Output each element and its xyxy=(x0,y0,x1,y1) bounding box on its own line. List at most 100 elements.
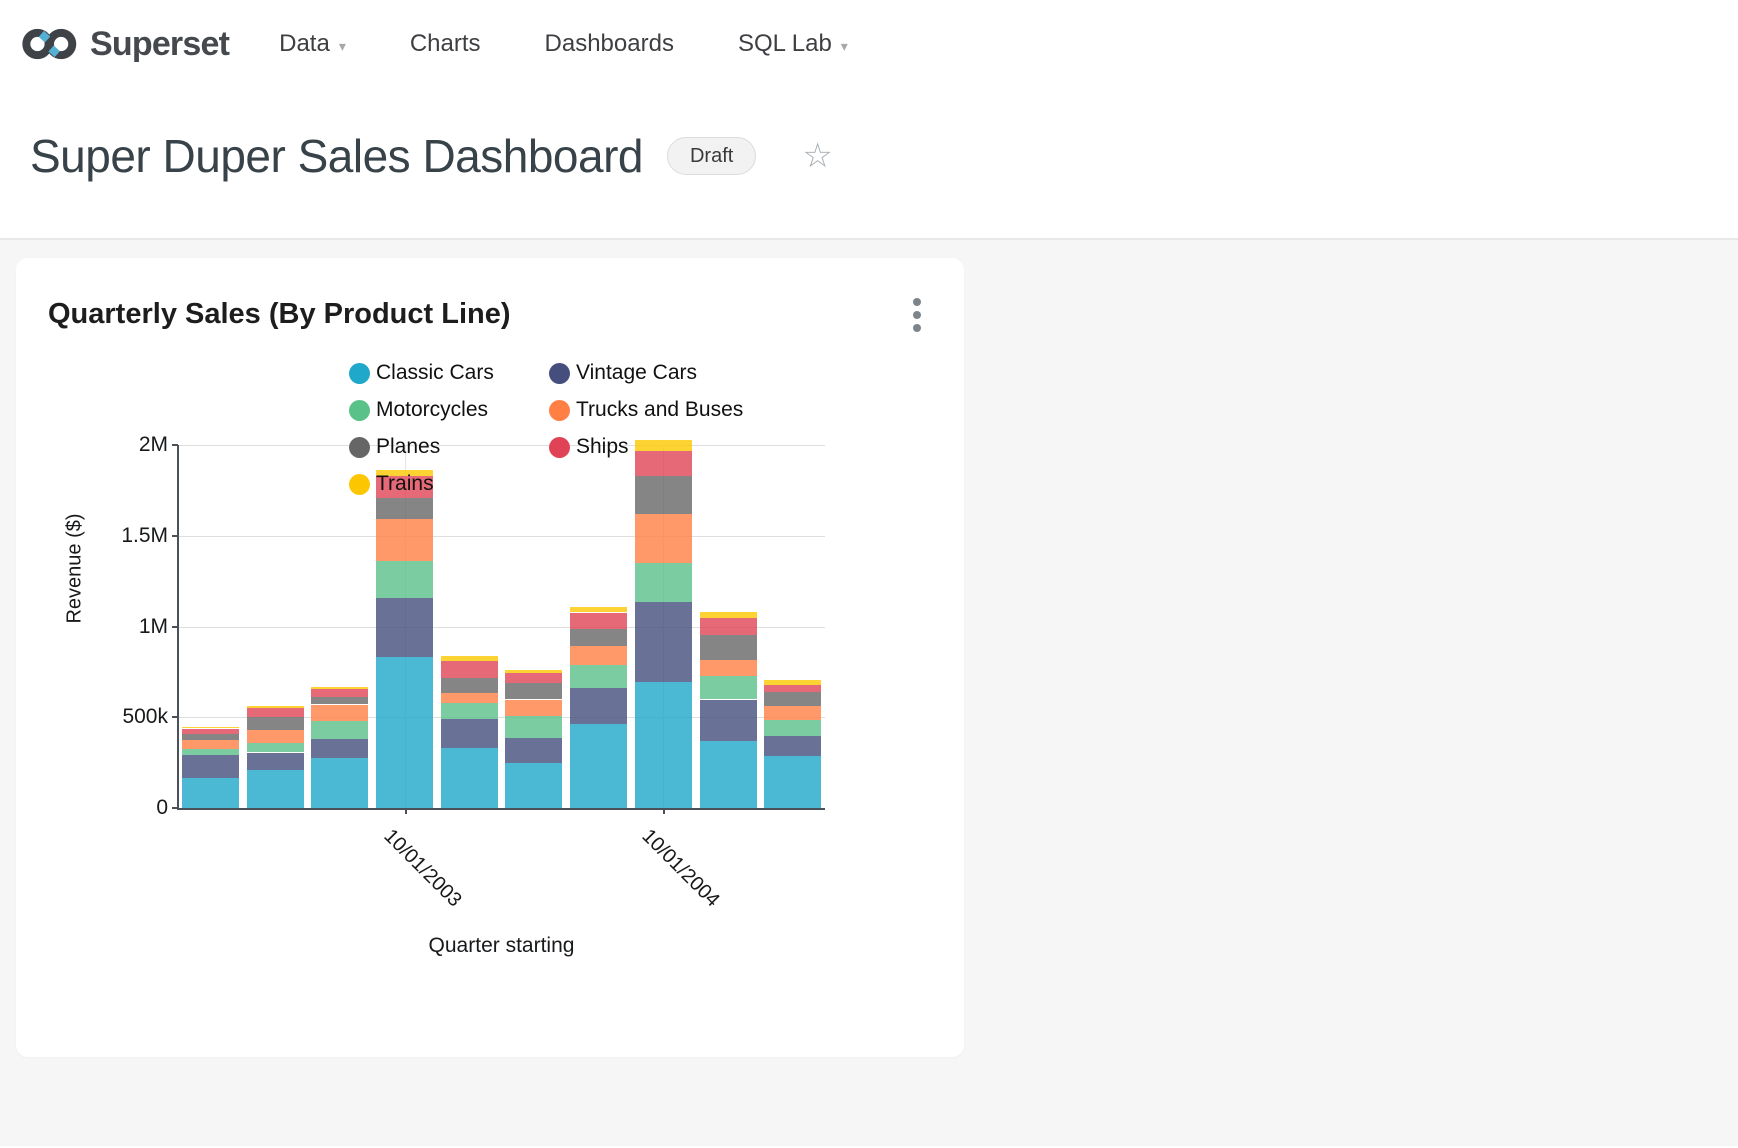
brand-name: Superset xyxy=(90,24,230,63)
bar-segment[interactable] xyxy=(246,743,304,753)
chart-options-menu[interactable] xyxy=(909,294,925,336)
legend-item-motorcycles[interactable]: Motorcycles xyxy=(349,398,488,422)
bar-segment[interactable] xyxy=(311,686,369,690)
legend-item-planes[interactable]: Planes xyxy=(349,435,440,459)
nav-item-sql-lab[interactable]: SQL Lab ▾ xyxy=(737,30,848,57)
bar-segment[interactable] xyxy=(505,763,563,808)
y-gridline xyxy=(178,626,825,628)
legend-swatch xyxy=(349,362,370,384)
legend-swatch xyxy=(549,436,570,458)
bar-segment[interactable] xyxy=(376,657,433,808)
bar-segment[interactable] xyxy=(246,730,304,743)
legend-item-classic-cars[interactable]: Classic Cars xyxy=(349,361,494,385)
y-tick-label: 1.5M xyxy=(121,523,168,547)
bar-segment[interactable] xyxy=(505,670,563,674)
bar-segment[interactable] xyxy=(570,606,628,613)
bar-segment[interactable] xyxy=(246,708,304,717)
y-tick-label: 500k xyxy=(122,705,168,729)
bar-segment[interactable] xyxy=(699,699,757,741)
bar-segment[interactable] xyxy=(505,673,563,683)
nav-item-data[interactable]: Data ▾ xyxy=(279,30,346,57)
bar-segment[interactable] xyxy=(440,677,498,693)
bar-segment[interactable] xyxy=(764,679,822,685)
bar-segment[interactable] xyxy=(440,656,498,662)
bar-segment[interactable] xyxy=(764,706,822,720)
bar-segment[interactable] xyxy=(246,716,304,731)
bar-segment[interactable] xyxy=(634,475,692,515)
bar-segment[interactable] xyxy=(311,721,369,740)
bar-segment[interactable] xyxy=(181,778,239,808)
bar-segment[interactable] xyxy=(764,684,822,693)
bar-segment[interactable] xyxy=(699,618,757,636)
bar-segment[interactable] xyxy=(440,661,498,678)
bar-segment[interactable] xyxy=(181,726,239,729)
bar-segment[interactable] xyxy=(505,682,563,700)
superset-logo[interactable]: Superset xyxy=(18,21,230,67)
bar-segment[interactable] xyxy=(505,716,563,738)
bar-segment[interactable] xyxy=(634,562,692,602)
bar-segment[interactable] xyxy=(699,676,757,700)
bar-segment[interactable] xyxy=(376,469,433,477)
bar-segment[interactable] xyxy=(440,747,498,808)
legend-item-vintage-cars[interactable]: Vintage Cars xyxy=(549,361,697,385)
bar-segment[interactable] xyxy=(311,696,369,705)
bar-segment[interactable] xyxy=(181,740,239,750)
bar-segment[interactable] xyxy=(376,476,433,499)
bar-segment[interactable] xyxy=(634,681,692,808)
page-title[interactable]: Super Duper Sales Dashboard xyxy=(30,130,643,182)
bar-segment[interactable] xyxy=(440,702,498,719)
bar-segment[interactable] xyxy=(181,728,239,734)
bar-segment[interactable] xyxy=(764,692,822,707)
bar-segment[interactable] xyxy=(181,755,239,779)
bar-segment[interactable] xyxy=(570,628,628,646)
bar-segment[interactable] xyxy=(311,704,369,722)
bar-segment[interactable] xyxy=(634,514,692,563)
legend-item-trains[interactable]: Trains xyxy=(349,472,434,496)
bar-segment[interactable] xyxy=(376,498,433,520)
bar-segment[interactable] xyxy=(311,757,369,808)
bar-segment[interactable] xyxy=(181,749,239,756)
bar-segment[interactable] xyxy=(376,519,433,561)
bar-segment[interactable] xyxy=(570,612,628,629)
chevron-down-icon: ▾ xyxy=(840,37,848,54)
bar-segment[interactable] xyxy=(311,739,369,758)
y-tick-mark xyxy=(172,625,178,628)
bar-segment[interactable] xyxy=(570,723,628,808)
bar-segment[interactable] xyxy=(440,692,498,703)
bar-segment[interactable] xyxy=(505,737,563,763)
bar-segment[interactable] xyxy=(505,699,563,717)
bar-segment[interactable] xyxy=(634,450,692,476)
nav-item-charts[interactable]: Charts xyxy=(409,30,481,57)
bar-segment[interactable] xyxy=(634,439,692,451)
bar-segment[interactable] xyxy=(181,733,239,741)
bar-segment[interactable] xyxy=(246,769,304,808)
bar-segment[interactable] xyxy=(246,752,304,770)
bar-segment[interactable] xyxy=(376,561,433,598)
bar-segment[interactable] xyxy=(634,601,692,682)
bar-segment[interactable] xyxy=(764,756,822,808)
x-tick-mark xyxy=(404,808,407,814)
favorite-star-icon[interactable]: ☆ xyxy=(802,137,833,175)
bar-segment[interactable] xyxy=(376,597,433,657)
bar-segment[interactable] xyxy=(311,689,369,697)
legend-swatch xyxy=(349,399,370,421)
bar-segment[interactable] xyxy=(699,660,757,676)
bar-segment[interactable] xyxy=(570,687,628,724)
legend-label: Motorcycles xyxy=(376,398,489,421)
legend-item-trucks-and-buses[interactable]: Trucks and Buses xyxy=(549,398,743,422)
bar-segment[interactable] xyxy=(570,645,628,665)
bar-segment[interactable] xyxy=(699,740,757,808)
top-nav: Superset Data ▾ Charts Dashboards SQL Lab ▾ xyxy=(0,0,1738,88)
bar-segment[interactable] xyxy=(764,719,822,737)
bar-segment[interactable] xyxy=(764,736,822,757)
bar-segment[interactable] xyxy=(246,705,304,709)
x-tick-mark xyxy=(663,808,666,814)
nav-item-dashboards[interactable]: Dashboards xyxy=(544,30,674,57)
legend-label: Trains xyxy=(376,472,434,495)
bar-segment[interactable] xyxy=(699,635,757,661)
bar-segment[interactable] xyxy=(570,665,628,688)
bar-segment[interactable] xyxy=(699,612,757,619)
bar-segment[interactable] xyxy=(440,718,498,748)
legend-item-ships[interactable]: Ships xyxy=(549,435,629,459)
